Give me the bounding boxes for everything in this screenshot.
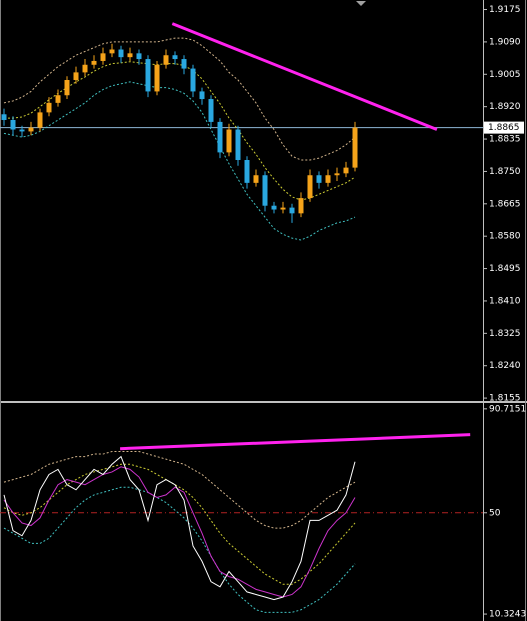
y-tick-label: 1.8495 — [489, 264, 521, 274]
candle-body — [91, 60, 97, 65]
y-tick-label: 90.7151 — [489, 404, 526, 414]
candle-body — [280, 207, 286, 210]
candle-body — [325, 175, 331, 183]
shift-marker — [356, 1, 366, 6]
y-tick-label: 1.8750 — [489, 167, 521, 177]
trendline — [120, 433, 471, 451]
y-tick-label: 1.9005 — [489, 70, 521, 80]
price-label-box — [484, 121, 524, 134]
candle-body — [37, 112, 43, 128]
candle-body — [199, 91, 205, 100]
candle-body — [55, 95, 61, 103]
candle-body — [181, 59, 187, 69]
candle-body — [235, 129, 241, 160]
candle-body — [352, 127, 358, 168]
y-tick-label: 10.3243 — [489, 610, 526, 620]
y-tick-label: 1.8325 — [489, 329, 521, 339]
candle-body — [343, 167, 349, 174]
candle-body — [136, 53, 142, 60]
candle-body — [262, 175, 268, 206]
candle-body — [334, 173, 340, 176]
candle-body — [145, 59, 151, 92]
candle-body — [46, 102, 52, 113]
candle-body — [163, 55, 169, 65]
candle-body — [226, 129, 232, 153]
candle-body — [73, 72, 79, 80]
price-label: 1.8865 — [488, 123, 520, 133]
y-tick-label: 1.8580 — [489, 232, 521, 242]
candle-body — [154, 64, 160, 92]
y-tick-label: 1.8665 — [489, 199, 521, 209]
candle-body — [109, 49, 115, 54]
y-tick-label: 1.8240 — [489, 361, 521, 371]
candle-body — [1, 114, 7, 120]
y-tick-label: 1.8410 — [489, 296, 521, 306]
y-tick-label: 1.9175 — [489, 5, 521, 15]
y-tick-label: 1.8155 — [489, 394, 521, 404]
candle-body — [316, 175, 322, 183]
candle-body — [244, 160, 250, 183]
candle-body — [271, 205, 277, 210]
candle-body — [100, 53, 106, 61]
series-line — [3, 455, 356, 601]
trendline — [171, 22, 438, 131]
candle-body — [19, 129, 25, 132]
series-line — [3, 466, 356, 598]
candle-body — [253, 175, 259, 183]
candle-body — [127, 53, 133, 58]
candle-body — [10, 120, 16, 130]
candle-body — [307, 175, 313, 199]
y-tick-label: 1.8835 — [489, 135, 521, 145]
candle-body — [172, 55, 178, 60]
candle-body — [289, 207, 295, 214]
y-tick-label: 1.8920 — [489, 102, 521, 112]
y-tick-label: 1.9090 — [489, 37, 521, 47]
candle-body — [217, 121, 223, 153]
series-line — [3, 463, 356, 585]
candle-body — [190, 68, 196, 92]
y-tick-label: 50 — [489, 508, 501, 518]
candle-body — [82, 64, 88, 73]
candle-body — [298, 198, 304, 214]
series-line — [3, 81, 356, 241]
candle-body — [64, 80, 70, 96]
candle-body — [28, 127, 34, 132]
series-line — [3, 486, 356, 613]
candle-body — [118, 49, 124, 58]
candle-body — [208, 99, 214, 122]
